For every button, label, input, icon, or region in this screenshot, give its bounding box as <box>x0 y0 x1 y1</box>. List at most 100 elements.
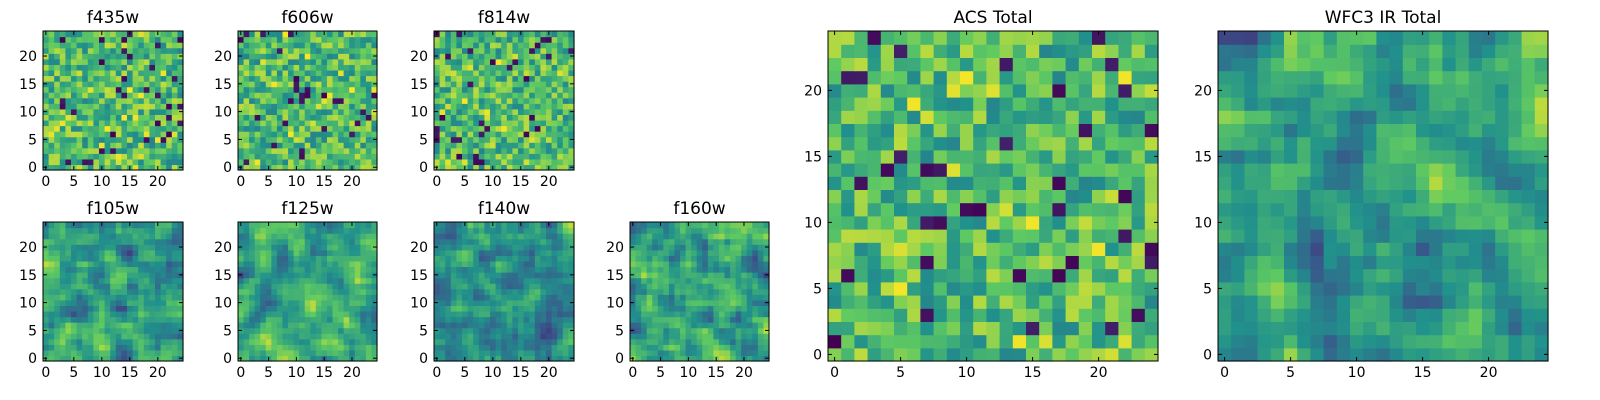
heatmap-cell <box>43 75 50 82</box>
heatmap-cell <box>696 272 703 279</box>
heatmap-cell <box>59 158 66 166</box>
heatmap-cell <box>365 36 373 43</box>
heatmap-cell <box>160 53 167 60</box>
heatmap-cell <box>735 260 742 268</box>
heatmap-cell <box>668 233 676 240</box>
heatmap-cell <box>630 322 637 329</box>
heatmap-cell <box>652 349 659 357</box>
heatmap-cell <box>166 86 173 93</box>
heatmap-cell <box>450 244 457 251</box>
heatmap-cell <box>143 125 150 132</box>
heatmap-cell <box>450 31 457 38</box>
heatmap-cell <box>121 153 128 160</box>
heatmap-cell <box>326 108 334 115</box>
heatmap-cell <box>354 272 361 279</box>
heatmap-cell <box>456 277 463 284</box>
heatmap-cell <box>445 47 452 54</box>
heatmap-cell <box>265 103 272 110</box>
heatmap-cell <box>663 349 670 357</box>
heatmap-cell <box>54 233 61 240</box>
heatmap-cell <box>529 42 536 49</box>
heatmap-cell <box>288 277 295 284</box>
heatmap-cell <box>630 277 637 284</box>
heatmap-cell <box>254 349 261 357</box>
heatmap-cell <box>87 36 94 43</box>
heatmap-cell <box>1105 176 1119 190</box>
heatmap-cell <box>155 233 162 240</box>
heatmap-cell <box>155 238 162 245</box>
heatmap-cell <box>360 53 367 60</box>
heatmap-cell <box>546 249 553 256</box>
heatmap-cell <box>149 81 156 88</box>
heatmap-cell <box>71 288 78 295</box>
heatmap-cell <box>534 299 541 306</box>
heatmap-cell <box>635 283 642 290</box>
heatmap-cell <box>894 308 908 322</box>
heatmap-cell <box>65 249 72 256</box>
heatmap-cell <box>973 149 987 164</box>
heatmap-cell <box>171 47 178 54</box>
heatmap-cell <box>478 272 485 279</box>
heatmap-cell <box>540 283 547 290</box>
heatmap-cell <box>99 131 106 138</box>
heatmap-cell <box>110 108 117 115</box>
heatmap-cell <box>160 294 167 301</box>
heatmap-cell <box>854 308 869 322</box>
heatmap-cell <box>326 69 334 77</box>
heatmap-cell <box>349 75 356 82</box>
heatmap-cell <box>691 310 698 318</box>
heatmap-cell <box>854 295 869 309</box>
heatmap-cell <box>473 238 480 245</box>
heatmap-cell <box>93 294 100 301</box>
heatmap-cell <box>115 153 122 160</box>
heatmap-cell <box>490 288 497 295</box>
heatmap-cell <box>562 147 569 154</box>
heatmap-cell <box>276 349 284 357</box>
heatmap-cell <box>243 227 250 234</box>
y-tick-label: 5 <box>223 323 232 339</box>
heatmap-cell <box>546 294 553 301</box>
heatmap-cell <box>54 158 61 166</box>
heatmap-cell <box>354 142 361 149</box>
heatmap-cell <box>512 136 519 143</box>
heatmap-cell <box>127 47 134 54</box>
heatmap-cell <box>160 344 167 351</box>
heatmap-cell <box>332 233 339 240</box>
heatmap-cell <box>880 229 895 243</box>
heatmap-cell <box>249 36 256 43</box>
heatmap-cell <box>495 81 502 88</box>
heatmap-cell <box>43 69 50 77</box>
heatmap-cell <box>138 36 145 43</box>
heatmap-cell <box>127 344 134 351</box>
heatmap-cell <box>685 349 692 357</box>
y-tick-label: 10 <box>19 296 37 312</box>
heatmap-cell <box>702 266 709 273</box>
heatmap-cell <box>501 114 508 121</box>
heatmap-cell <box>271 64 278 71</box>
heatmap-cell <box>523 69 530 77</box>
heatmap-cell <box>171 355 178 362</box>
heatmap-cell <box>243 355 250 362</box>
heatmap-cell <box>540 119 547 127</box>
heatmap-cell <box>271 131 278 138</box>
heatmap-cell <box>65 42 72 49</box>
heatmap-cell <box>568 103 575 110</box>
heatmap-cell <box>360 238 367 245</box>
heatmap-cell <box>741 277 748 284</box>
heatmap-cell <box>540 58 547 65</box>
heatmap-cell <box>484 322 491 329</box>
heatmap-cell <box>338 114 345 121</box>
heatmap-cell <box>546 349 553 357</box>
heatmap-cell <box>641 277 648 284</box>
heatmap-cell <box>138 255 145 262</box>
heatmap-cell <box>473 255 480 262</box>
heatmap-cell <box>523 142 530 149</box>
heatmap-cell <box>713 260 720 268</box>
heatmap-cell <box>48 299 55 306</box>
heatmap-cell <box>138 277 145 284</box>
heatmap-cell <box>445 97 452 104</box>
heatmap-cell <box>478 92 485 99</box>
heatmap-cell <box>143 338 150 345</box>
heatmap-cell <box>166 97 173 104</box>
heatmap-cell <box>434 47 441 54</box>
